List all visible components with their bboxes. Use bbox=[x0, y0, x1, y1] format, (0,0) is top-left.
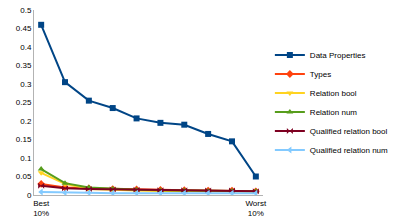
svg-text:Worst10%: Worst10% bbox=[245, 199, 267, 218]
svg-text:0.2: 0.2 bbox=[20, 117, 32, 126]
svg-text:Qualified relation num: Qualified relation num bbox=[310, 146, 388, 155]
svg-text:0.4: 0.4 bbox=[20, 43, 32, 52]
svg-text:0.3: 0.3 bbox=[20, 80, 32, 89]
svg-text:0.45: 0.45 bbox=[16, 24, 32, 33]
svg-text:0.05: 0.05 bbox=[16, 172, 32, 181]
svg-text:Types: Types bbox=[310, 70, 331, 79]
svg-text:Qualified relation bool: Qualified relation bool bbox=[310, 127, 388, 136]
svg-text:0: 0 bbox=[27, 191, 32, 200]
svg-text:0.5: 0.5 bbox=[20, 6, 32, 15]
svg-text:0.25: 0.25 bbox=[16, 98, 32, 107]
svg-text:0.35: 0.35 bbox=[16, 61, 32, 70]
svg-text:Best10%: Best10% bbox=[33, 199, 50, 218]
svg-text:0.1: 0.1 bbox=[20, 154, 32, 163]
svg-text:Relation num: Relation num bbox=[310, 108, 357, 117]
svg-text:Data Properties: Data Properties bbox=[310, 51, 366, 60]
svg-text:Relation bool: Relation bool bbox=[310, 89, 357, 98]
svg-text:0.15: 0.15 bbox=[16, 135, 32, 144]
